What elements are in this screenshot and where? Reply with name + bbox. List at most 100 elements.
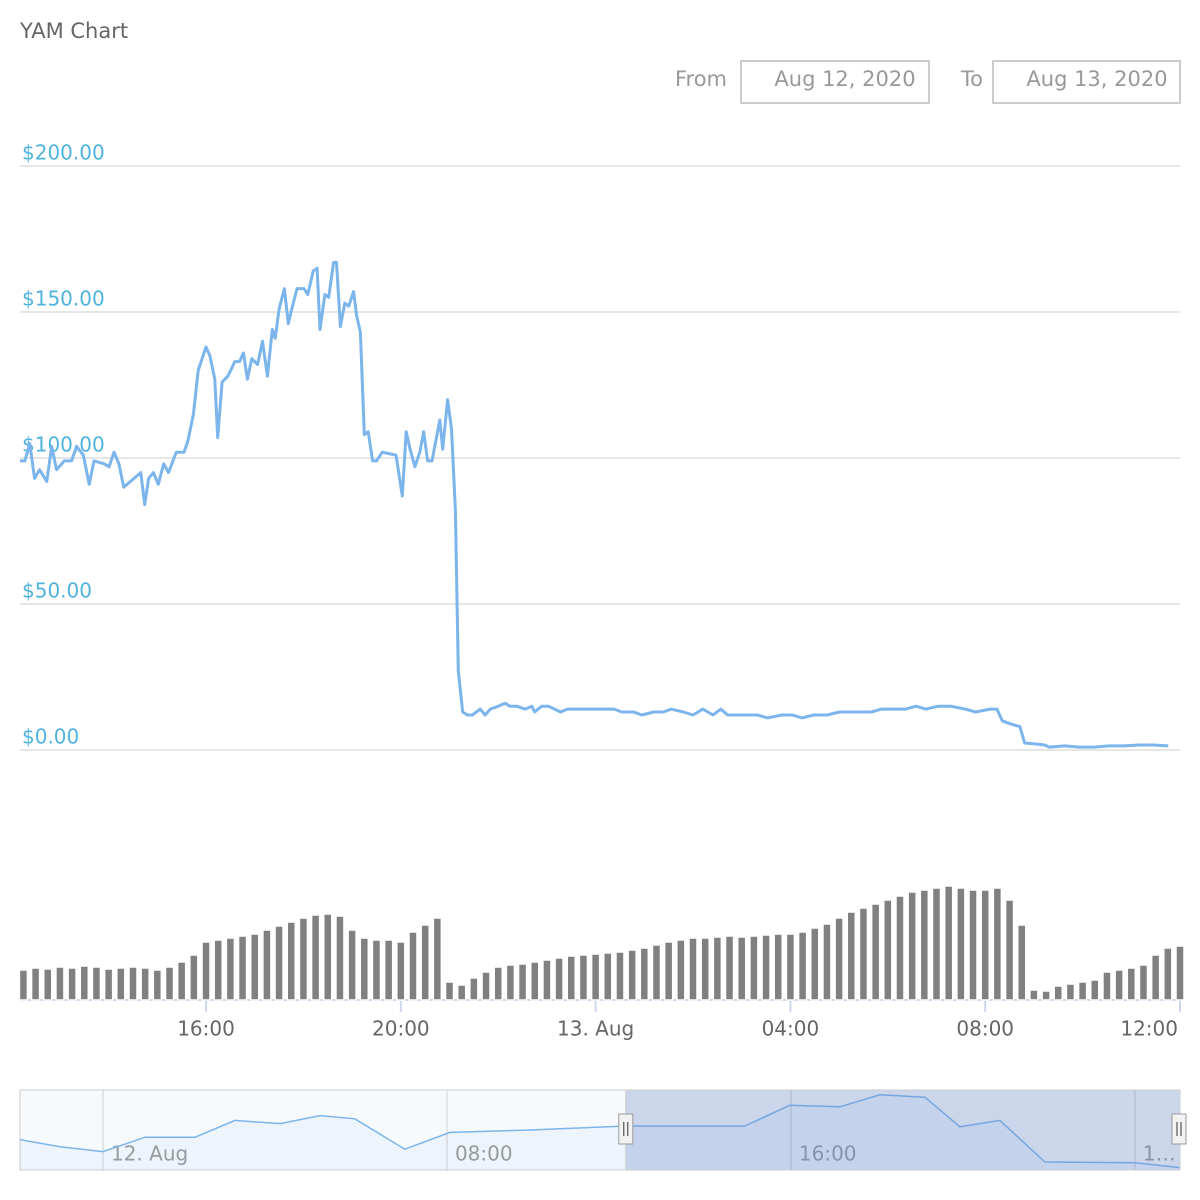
volume-bar bbox=[237, 935, 248, 1001]
volume-bar bbox=[712, 936, 723, 1001]
volume-bar bbox=[286, 921, 297, 1001]
volume-bar bbox=[590, 953, 601, 1001]
volume-bar bbox=[943, 885, 954, 1001]
volume-bar bbox=[1138, 964, 1149, 1001]
x-tick-label: 13. Aug bbox=[557, 1017, 634, 1041]
volume-bar bbox=[262, 929, 272, 1001]
volume-bar bbox=[456, 984, 467, 1001]
volume-bar bbox=[176, 961, 187, 1001]
volume-bar bbox=[213, 939, 223, 1001]
volume-bar bbox=[43, 968, 53, 1001]
volume-bar bbox=[335, 915, 345, 1001]
volume-bar bbox=[749, 935, 759, 1001]
volume-bar bbox=[980, 889, 990, 1001]
volume-bar bbox=[724, 935, 735, 1001]
volume-bar bbox=[834, 917, 844, 1001]
from-date: Aug 12, 2020 bbox=[774, 67, 915, 91]
volume-bar bbox=[274, 925, 284, 1001]
volume-bar bbox=[67, 967, 77, 1001]
x-tick-label: 08:00 bbox=[455, 1142, 513, 1166]
to-label: To bbox=[960, 67, 983, 91]
volume-bar bbox=[152, 969, 163, 1001]
volume-bar bbox=[956, 887, 966, 1001]
volume-bar bbox=[810, 927, 820, 1001]
chart-title: YAM Chart bbox=[19, 19, 128, 43]
volume-bar bbox=[1175, 945, 1185, 1001]
volume-bar bbox=[189, 954, 199, 1001]
from-input[interactable] bbox=[740, 60, 930, 104]
y-tick-label: $50.00 bbox=[22, 579, 92, 603]
volume-bar bbox=[505, 964, 516, 1001]
navigator-handle[interactable] bbox=[618, 1113, 634, 1145]
volume-bar bbox=[566, 955, 577, 1001]
volume-bar bbox=[517, 963, 528, 1001]
y-tick-label: $100.00 bbox=[22, 433, 105, 457]
volume-bar bbox=[310, 914, 321, 1001]
x-tick-label: 12:00 bbox=[1120, 1017, 1178, 1041]
volume-bar bbox=[371, 939, 382, 1001]
volume-bar bbox=[444, 981, 455, 1001]
volume-bar bbox=[420, 924, 430, 1001]
volume-bar bbox=[615, 951, 625, 1001]
volume-bar bbox=[773, 933, 783, 1001]
volume-bar bbox=[529, 961, 540, 1001]
volume-bar bbox=[91, 966, 102, 1001]
volume-bar bbox=[1102, 971, 1112, 1001]
to-date: Aug 13, 2020 bbox=[1026, 67, 1167, 91]
volume-bar bbox=[688, 937, 698, 1001]
volume-bar bbox=[1126, 967, 1137, 1001]
x-tick-label: 08:00 bbox=[956, 1017, 1014, 1041]
volume-bar bbox=[1163, 947, 1173, 1001]
price-line bbox=[20, 260, 1169, 749]
volume-bar bbox=[858, 907, 869, 1001]
volume-bar bbox=[651, 944, 662, 1001]
volume-bar bbox=[79, 965, 90, 1001]
volume-bar bbox=[432, 917, 443, 1001]
x-tick-label: 16:00 bbox=[799, 1142, 857, 1166]
volume-bar bbox=[578, 954, 589, 1001]
volume-bar bbox=[736, 936, 747, 1001]
volume-bar bbox=[298, 917, 309, 1001]
volume-bar bbox=[30, 967, 41, 1001]
x-tick-label: 16:00 bbox=[177, 1017, 235, 1041]
volume-bar bbox=[1065, 983, 1076, 1001]
x-tick-label: 1… bbox=[1143, 1142, 1176, 1166]
volume-bar bbox=[469, 977, 479, 1001]
volume-bar bbox=[383, 939, 394, 1001]
from-label: From bbox=[675, 67, 727, 91]
volume-bar bbox=[1150, 954, 1161, 1001]
volume-bar bbox=[1053, 985, 1064, 1001]
x-tick-label: 12. Aug bbox=[111, 1142, 188, 1166]
volume-bar bbox=[846, 911, 857, 1001]
volume-bar bbox=[140, 967, 150, 1001]
volume-bar bbox=[103, 968, 114, 1001]
volume-bar bbox=[249, 933, 260, 1001]
x-tick-label: 04:00 bbox=[762, 1017, 820, 1041]
volume-bar bbox=[700, 937, 710, 1001]
navigator-handle[interactable] bbox=[1171, 1113, 1187, 1145]
volume-bar bbox=[1090, 979, 1100, 1001]
volume-bar bbox=[895, 895, 905, 1001]
y-tick-label: $0.00 bbox=[22, 725, 79, 749]
volume-bar bbox=[639, 947, 650, 1001]
volume-bar bbox=[761, 934, 771, 1001]
x-tick-label: 20:00 bbox=[372, 1017, 430, 1041]
navigator-line bbox=[19, 1094, 1181, 1169]
volume-bar bbox=[992, 887, 1003, 1001]
volume-bar bbox=[797, 931, 808, 1001]
volume-bar bbox=[128, 966, 138, 1001]
volume-bar bbox=[919, 889, 930, 1001]
volume-bar bbox=[968, 889, 978, 1001]
volume-bar bbox=[822, 923, 832, 1001]
to-input[interactable] bbox=[992, 60, 1181, 104]
volume-bar bbox=[493, 966, 503, 1001]
volume-bar bbox=[323, 913, 333, 1001]
volume-bar bbox=[225, 937, 236, 1001]
volume-bar bbox=[554, 957, 564, 1001]
volume-bar bbox=[627, 949, 637, 1001]
volume-bar bbox=[396, 941, 406, 1001]
volume-bar bbox=[347, 929, 357, 1001]
volume-bar bbox=[116, 967, 126, 1001]
volume-bar bbox=[1004, 899, 1015, 1001]
